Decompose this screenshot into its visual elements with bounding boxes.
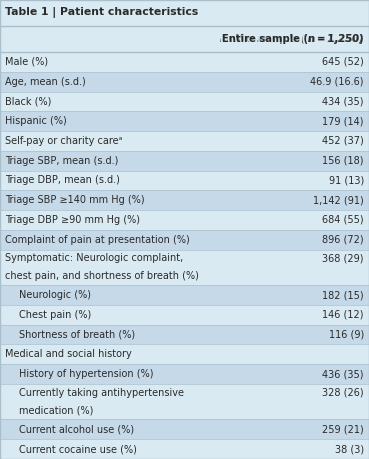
Bar [0,210,369,230]
Text: Table 1 | Patient characteristics: Table 1 | Patient characteristics [5,7,198,18]
Text: 1,142 (91): 1,142 (91) [313,195,364,205]
Bar [0,420,369,439]
Text: 452 (37): 452 (37) [322,136,364,146]
Text: 259 (21): 259 (21) [322,425,364,434]
Text: Triage DBP, mean (s.d.): Triage DBP, mean (s.d.) [5,175,120,185]
Text: Chest pain (%): Chest pain (%) [19,310,91,320]
Text: 146 (12): 146 (12) [323,310,364,320]
Text: 38 (3): 38 (3) [335,444,364,454]
Bar [0,285,369,305]
Text: 684 (55): 684 (55) [323,215,364,225]
Text: 328 (26): 328 (26) [323,388,364,398]
Bar [0,305,369,325]
Bar [0,26,369,52]
Bar [0,131,369,151]
Text: Entire sample ( n = 1,250): Entire sample ( n = 1,250) [220,34,364,44]
Text: medication (%): medication (%) [19,406,93,415]
Text: Triage DBP ≥90 mm Hg (%): Triage DBP ≥90 mm Hg (%) [5,215,140,225]
Bar [0,52,369,72]
Text: 434 (35): 434 (35) [323,96,364,106]
Text: 896 (72): 896 (72) [323,235,364,245]
Text: Triage SBP, mean (s.d.): Triage SBP, mean (s.d.) [5,156,118,166]
Bar [0,250,369,285]
Text: chest pain, and shortness of breath (%): chest pain, and shortness of breath (%) [5,271,199,281]
Text: Complaint of pain at presentation (%): Complaint of pain at presentation (%) [5,235,190,245]
Text: Current cocaine use (%): Current cocaine use (%) [19,444,137,454]
Bar [0,0,369,26]
Bar [0,344,369,364]
Text: Male (%): Male (%) [5,57,48,67]
Text: 182 (15): 182 (15) [323,290,364,300]
Bar [0,72,369,91]
Text: 179 (14): 179 (14) [323,116,364,126]
Text: Black (%): Black (%) [5,96,51,106]
Bar [0,325,369,344]
Text: 156 (18): 156 (18) [323,156,364,166]
Bar [0,111,369,131]
Text: Shortness of breath (%): Shortness of breath (%) [19,330,135,340]
Text: 368 (29): 368 (29) [323,253,364,263]
Text: 46.9 (16.6): 46.9 (16.6) [310,77,364,87]
Text: Current alcohol use (%): Current alcohol use (%) [19,425,134,434]
Bar [0,151,369,171]
Text: Neurologic (%): Neurologic (%) [19,290,91,300]
Bar [0,439,369,459]
Text: Entire sample (n = 1,250): Entire sample (n = 1,250) [223,34,364,44]
Text: 116 (9): 116 (9) [329,330,364,340]
Bar [0,91,369,111]
Text: 645 (52): 645 (52) [322,57,364,67]
Text: Triage SBP ≥140 mm Hg (%): Triage SBP ≥140 mm Hg (%) [5,195,145,205]
Bar [0,190,369,210]
Text: Age, mean (s.d.): Age, mean (s.d.) [5,77,86,87]
Text: 91 (13): 91 (13) [329,175,364,185]
Text: Symptomatic: Neurologic complaint,: Symptomatic: Neurologic complaint, [5,253,183,263]
Bar [0,384,369,420]
Text: Medical and social history: Medical and social history [5,349,132,359]
Text: Self-pay or charity careᵃ: Self-pay or charity careᵃ [5,136,123,146]
Bar [0,364,369,384]
Text: Currently taking antihypertensive: Currently taking antihypertensive [19,388,184,398]
Text: History of hypertension (%): History of hypertension (%) [19,369,154,379]
Text: Entire sample ( n = 1,250): Entire sample ( n = 1,250) [220,34,364,44]
Text: Hispanic (%): Hispanic (%) [5,116,67,126]
Bar [0,171,369,190]
Bar [0,230,369,250]
Text: 436 (35): 436 (35) [323,369,364,379]
